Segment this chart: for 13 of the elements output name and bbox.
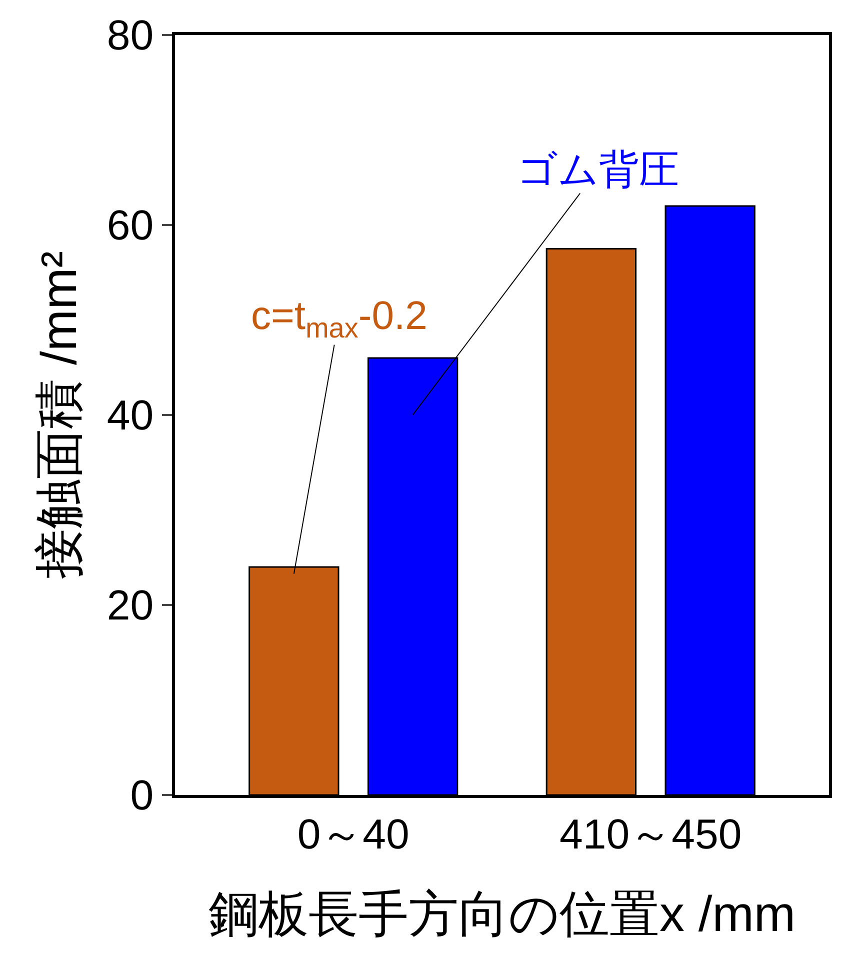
text: c=t$_{max}$-0.2 (251, 294, 428, 344)
y-tick-label: 60 (106, 202, 154, 249)
y-tick-label: 0 (130, 772, 154, 819)
y-tick-label: 80 (106, 12, 154, 59)
bar (546, 248, 637, 795)
x-tick-label: 0～40 (297, 810, 410, 858)
x-tick-label: 410～450 (560, 810, 742, 858)
series-label: ゴム背圧 (517, 148, 679, 192)
y-axis-title: 接触面積 /mm² (30, 251, 87, 579)
y-tick-label: 40 (106, 392, 154, 439)
y-tick-label: 20 (106, 582, 154, 629)
x-axis-title: 鋼板長手方向の位置x /mm (208, 886, 796, 942)
bar (664, 205, 756, 795)
